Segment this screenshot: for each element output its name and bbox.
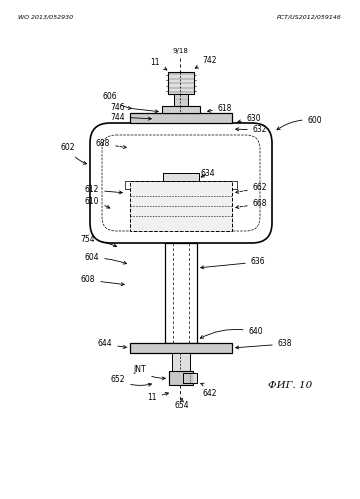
Text: 9/18: 9/18 bbox=[172, 48, 188, 54]
Text: 688: 688 bbox=[96, 140, 126, 149]
Text: 604: 604 bbox=[85, 253, 126, 264]
Text: 602: 602 bbox=[61, 144, 86, 164]
Bar bbox=[174, 94, 188, 106]
Bar bbox=[130, 181, 232, 231]
Text: 644: 644 bbox=[98, 339, 126, 348]
Text: 600: 600 bbox=[277, 115, 322, 130]
Text: 654: 654 bbox=[175, 399, 189, 411]
Bar bbox=[172, 353, 190, 371]
Bar bbox=[168, 72, 194, 94]
Bar bbox=[130, 113, 232, 123]
Text: WO 2013/052930: WO 2013/052930 bbox=[18, 14, 73, 19]
Text: 632: 632 bbox=[236, 126, 267, 135]
Text: 636: 636 bbox=[201, 257, 265, 269]
Bar bbox=[130, 343, 232, 353]
Text: 610: 610 bbox=[85, 198, 110, 208]
Text: PCT/US2012/059146: PCT/US2012/059146 bbox=[277, 14, 342, 19]
FancyBboxPatch shape bbox=[90, 123, 272, 243]
Text: 742: 742 bbox=[195, 55, 217, 68]
Text: 754: 754 bbox=[81, 236, 117, 247]
Text: JNT: JNT bbox=[134, 365, 165, 380]
Text: 630: 630 bbox=[238, 113, 261, 123]
Text: 662: 662 bbox=[236, 184, 267, 193]
Text: 612: 612 bbox=[85, 186, 122, 195]
Bar bbox=[163, 173, 199, 181]
Text: 638: 638 bbox=[236, 339, 292, 349]
Text: 606: 606 bbox=[103, 91, 131, 109]
Bar bbox=[162, 106, 200, 113]
Text: 11: 11 bbox=[150, 57, 167, 70]
Text: 652: 652 bbox=[111, 376, 152, 386]
Text: 642: 642 bbox=[201, 383, 217, 398]
Text: 618: 618 bbox=[208, 103, 232, 112]
Text: ФИГ. 10: ФИГ. 10 bbox=[268, 381, 312, 390]
Bar bbox=[165, 243, 197, 343]
Text: 640: 640 bbox=[200, 327, 263, 338]
Text: 608: 608 bbox=[81, 275, 124, 285]
Text: 634: 634 bbox=[201, 169, 215, 178]
Bar bbox=[183, 373, 197, 383]
Text: 744: 744 bbox=[111, 112, 151, 121]
Text: 746: 746 bbox=[111, 102, 158, 113]
Text: 668: 668 bbox=[236, 200, 267, 209]
Text: 11: 11 bbox=[147, 393, 168, 403]
Bar bbox=[169, 371, 193, 385]
